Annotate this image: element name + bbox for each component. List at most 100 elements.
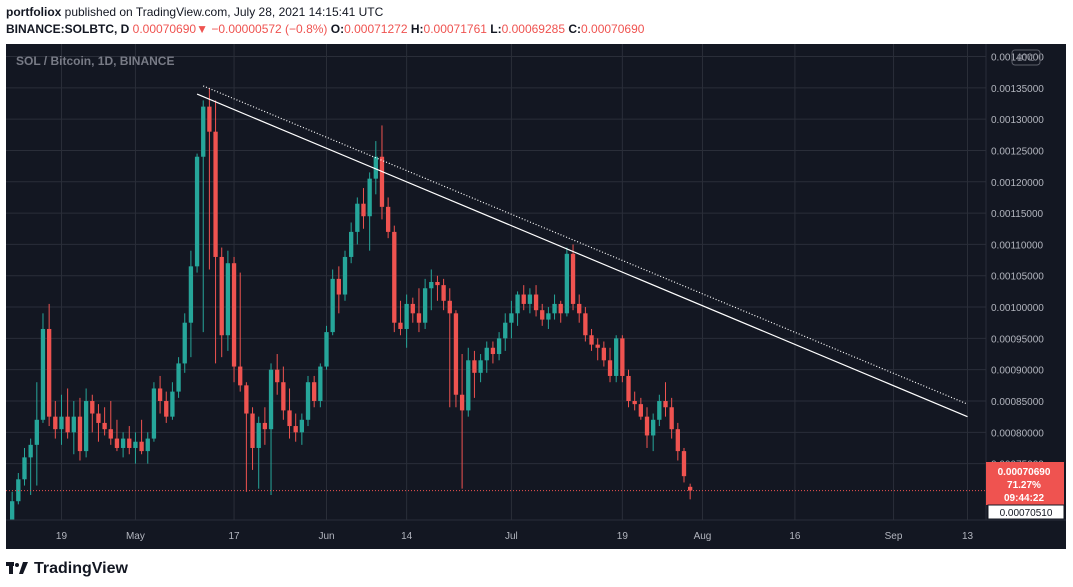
candle-body <box>219 256 224 336</box>
low-price-label: 0.00070510 <box>987 504 1065 520</box>
time-tick-label: 16 <box>789 531 801 542</box>
candle <box>188 250 194 358</box>
candle <box>577 294 582 323</box>
currency-badge[interactable]: BTC <box>1011 49 1041 66</box>
time-axis[interactable]: 19 May 17 Jun 14 Jul 19 Aug 16 Sep 13 <box>6 519 1066 549</box>
trendline-dotted[interactable] <box>203 85 968 405</box>
candle <box>558 300 563 323</box>
candle-body <box>496 338 502 355</box>
candle <box>472 350 477 398</box>
candle-body <box>355 203 360 232</box>
candle-body <box>429 282 434 289</box>
candle <box>114 419 120 452</box>
candle-body <box>151 388 157 439</box>
candle <box>90 394 95 433</box>
candle-body <box>638 404 643 417</box>
price-tick-label: 0.00110000 <box>991 240 1044 251</box>
candle <box>681 447 687 483</box>
trendline-solid[interactable] <box>196 93 968 418</box>
open-label: O: <box>330 22 345 36</box>
candle-body <box>521 294 526 304</box>
time-tick-label: 19 <box>56 531 68 542</box>
currency-badge-text: BTC <box>1017 53 1036 63</box>
candle <box>46 303 52 427</box>
candle-body <box>53 416 58 430</box>
candle-body <box>22 457 27 480</box>
footer-brand[interactable]: TradingView <box>6 556 128 582</box>
candle-body <box>170 391 175 417</box>
candle <box>330 269 335 336</box>
grid-lines <box>6 44 986 520</box>
candle-body <box>422 288 428 323</box>
candle-body <box>65 416 70 433</box>
candle <box>194 153 200 273</box>
candle-body <box>564 253 570 314</box>
candle-body <box>552 303 557 314</box>
high-label: H: <box>410 22 424 36</box>
candle <box>379 125 385 220</box>
drawings[interactable] <box>6 85 986 492</box>
candle <box>663 382 668 417</box>
candle-body <box>182 322 187 364</box>
candle <box>207 87 212 270</box>
candle-body <box>410 303 415 314</box>
candle <box>59 394 64 445</box>
candle-body <box>77 416 83 452</box>
candle-body <box>268 369 274 430</box>
candle <box>201 100 206 333</box>
time-tick-label: 14 <box>401 531 413 542</box>
candle <box>533 285 539 317</box>
candle <box>77 397 83 461</box>
price-tick-label: 0.00130000 <box>991 115 1044 126</box>
ohlc-line: BINANCE:SOLBTC, D 0.00070690▼ −0.0000057… <box>6 21 1066 38</box>
candle-body <box>577 303 582 314</box>
price-axis[interactable]: 0.00140000 0.00135000 0.00130000 0.00125000… <box>985 44 1066 520</box>
low-label: L: <box>490 22 502 36</box>
candle <box>349 222 354 264</box>
candle <box>521 285 526 311</box>
publisher-name[interactable]: portfoliox <box>6 5 62 19</box>
chart-pane[interactable]: 0.00140000 0.00135000 0.00130000 0.00125000… <box>6 44 1066 549</box>
candle <box>16 473 21 505</box>
candle-body <box>540 310 545 320</box>
candle-body <box>213 131 218 257</box>
candle-body <box>287 410 292 427</box>
last-price-label-bg <box>986 462 1064 505</box>
candle <box>28 438 33 495</box>
candle <box>225 250 231 351</box>
candle-body <box>40 328 46 420</box>
candle-body <box>46 328 52 417</box>
candle-body <box>34 419 39 445</box>
candle <box>336 266 341 314</box>
candle-body <box>681 451 687 477</box>
publish-info: portfoliox published on TradingView.com,… <box>6 4 1066 21</box>
candle <box>71 401 76 455</box>
candle <box>552 294 557 320</box>
candle <box>361 188 366 229</box>
high-value: 0.00071761 <box>423 22 487 36</box>
candle <box>484 341 489 373</box>
time-tick-label: Sep <box>885 531 903 542</box>
candle-body <box>312 382 317 401</box>
candle <box>318 363 323 408</box>
candlestick-chart[interactable]: 0.00140000 0.00135000 0.00130000 0.00125000… <box>6 44 1066 549</box>
candle <box>441 278 446 311</box>
bar-countdown: 09:44:22 <box>1004 493 1044 504</box>
candle-body <box>157 388 163 401</box>
candle <box>108 401 113 445</box>
candle-body <box>201 106 206 157</box>
candle <box>583 307 588 342</box>
candle-body <box>607 360 613 376</box>
candle <box>644 407 650 448</box>
candle-body <box>626 375 631 401</box>
candle <box>305 375 311 427</box>
candle <box>145 432 150 464</box>
candle <box>435 275 440 301</box>
candle <box>268 363 274 495</box>
time-tick-label: Aug <box>694 531 712 542</box>
candle <box>410 297 415 323</box>
candle <box>404 294 409 348</box>
candle-body <box>601 347 607 361</box>
price-axis-bg <box>986 44 1066 520</box>
candle <box>466 347 471 417</box>
